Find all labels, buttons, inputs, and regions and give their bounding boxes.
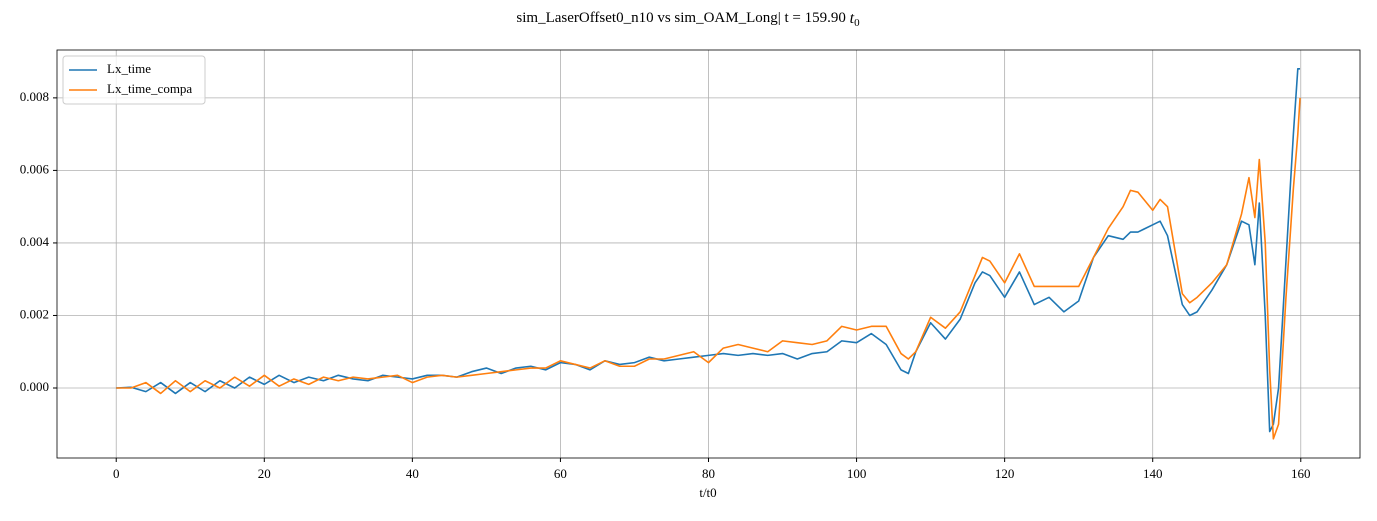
- x-tick-label: 120: [995, 466, 1015, 481]
- y-tick-label: 0.002: [20, 306, 49, 321]
- x-tick-label: 40: [406, 466, 419, 481]
- x-tick-label: 160: [1291, 466, 1311, 481]
- plot-frame: [56, 49, 1361, 459]
- x-tick-label: 0: [113, 466, 120, 481]
- legend-label: Lx_time_compa: [107, 81, 192, 96]
- y-tick-label: 0.004: [20, 234, 50, 249]
- series-line: [116, 97, 1301, 440]
- chart-title: sim_LaserOffset0_n10 vs sim_OAM_Long| t …: [516, 10, 860, 29]
- x-tick-label: 20: [258, 466, 271, 481]
- y-tick-label: 0.008: [20, 89, 49, 104]
- x-tick-label: 80: [702, 466, 715, 481]
- y-tick-label: 0.000: [20, 379, 49, 394]
- y-tick-label: 0.006: [20, 161, 50, 176]
- x-axis-label: t/t0: [699, 485, 716, 500]
- legend-label: Lx_time: [107, 61, 151, 76]
- x-tick-label: 100: [847, 466, 867, 481]
- legend-box: [62, 55, 206, 105]
- title-symbol: t: [850, 10, 855, 27]
- x-tick-label: 60: [554, 466, 567, 481]
- title-main: sim_LaserOffset0_n10 vs sim_OAM_Long| t …: [516, 10, 846, 26]
- title-subscript: 0: [854, 17, 860, 29]
- x-tick-label: 140: [1143, 466, 1163, 481]
- series-line: [116, 68, 1301, 433]
